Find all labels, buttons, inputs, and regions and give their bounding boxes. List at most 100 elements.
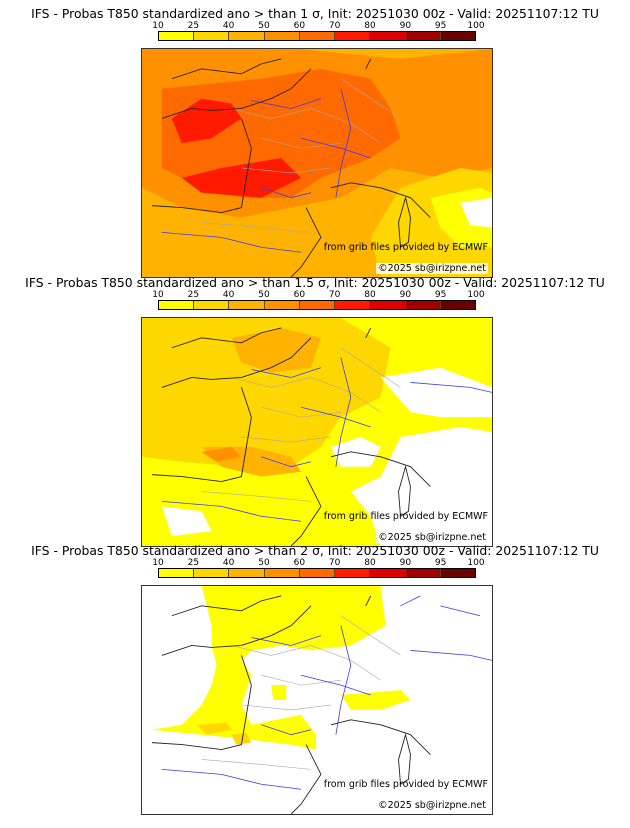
source-credit: from grib files provided by ECMWF <box>323 779 488 790</box>
field-60 <box>161 68 401 198</box>
colorbar-ticks: 10 25 40 50 60 70 80 90 95 100 <box>152 21 484 32</box>
probability-map[interactable]: from grib files provided by ECMWF ©2025 … <box>141 317 493 547</box>
rivers <box>161 357 492 522</box>
colorbar-segment <box>440 569 475 577</box>
map-sigma-1 <box>142 49 492 277</box>
map-sigma-1-5 <box>142 318 492 546</box>
colorbar-segment <box>229 301 265 309</box>
colorbar-segment <box>194 32 230 40</box>
colorbar-tick-label: 95 <box>434 558 447 568</box>
copyright: ©2025 sb@irizpne.net <box>376 532 488 543</box>
colorbar-tick-label: 40 <box>222 290 235 300</box>
colorbar-tick-label: 50 <box>258 290 270 300</box>
probability-map[interactable]: from grib files provided by ECMWF ©2025 … <box>141 585 493 815</box>
colorbar-tick-label: 100 <box>467 558 485 568</box>
colorbar-tick-label: 60 <box>293 558 306 568</box>
colorbar-tick-label: 60 <box>293 21 306 31</box>
map-sigma-2 <box>142 586 492 814</box>
colorbar-tick-label: 70 <box>328 558 341 568</box>
colorbar-tick-label: 80 <box>364 558 376 568</box>
copyright: ©2025 sb@irizpne.net <box>376 800 488 811</box>
colorbar-segment <box>335 569 371 577</box>
colorbar-ticks: 10 25 40 50 60 70 80 90 95 100 <box>152 290 484 301</box>
rivers <box>161 88 371 253</box>
colorbar-segment <box>264 32 300 40</box>
colorbar-segment <box>159 301 195 309</box>
field-10 <box>151 586 386 750</box>
colorbar-ticks: 10 25 40 50 60 70 80 90 95 100 <box>152 558 484 569</box>
probability-map[interactable]: from grib files provided by ECMWF ©2025 … <box>141 48 493 278</box>
admin-borders <box>201 78 401 233</box>
colorbar-segment <box>229 32 265 40</box>
colorbar-tick-label: 70 <box>328 21 341 31</box>
colorbar-segment <box>299 32 336 40</box>
panel-title: IFS - Probas T850 standardized ano > tha… <box>31 543 599 558</box>
colorbar <box>158 568 476 578</box>
colorbar-tick-label: 10 <box>152 21 164 31</box>
colorbar-segment <box>194 301 230 309</box>
colorbar-segment <box>370 301 406 309</box>
coastlines <box>151 327 431 546</box>
colorbar-segment <box>159 32 195 40</box>
colorbar-segment <box>229 569 265 577</box>
colorbar-tick-label: 90 <box>399 21 412 31</box>
colorbar-segment <box>405 569 441 577</box>
field-25 <box>196 722 252 745</box>
colorbar-tick-label: 50 <box>258 558 270 568</box>
colorbar-segment <box>370 569 406 577</box>
field-50 <box>201 446 242 462</box>
colorbar-tick-label: 95 <box>434 290 447 300</box>
field-below-10 <box>460 197 492 228</box>
field-70 <box>171 98 302 198</box>
panel-sigma-2: IFS - Probas T850 standardized ano > tha… <box>0 543 630 818</box>
field-below-10-spain <box>161 506 212 537</box>
colorbar-segment <box>440 32 475 40</box>
colorbar-tick-label: 60 <box>293 290 306 300</box>
source-credit: from grib files provided by ECMWF <box>323 511 488 522</box>
panel-sigma-1-5: IFS - Probas T850 standardized ano > tha… <box>0 275 630 547</box>
field-below-10-med <box>350 427 492 546</box>
colorbar-segment <box>335 32 371 40</box>
colorbar-tick-label: 95 <box>434 21 447 31</box>
field-below-10-north <box>380 367 492 418</box>
colorbar-segment <box>370 32 406 40</box>
field-25 <box>142 318 391 467</box>
copyright: ©2025 sb@irizpne.net <box>376 263 488 274</box>
panel-title: IFS - Probas T850 standardized ano > tha… <box>25 275 605 290</box>
colorbar <box>158 300 476 310</box>
colorbar-tick-label: 40 <box>222 21 235 31</box>
colorbar-segment <box>299 569 336 577</box>
colorbar-tick-label: 90 <box>399 290 412 300</box>
admin-borders <box>201 347 401 502</box>
colorbar-tick-label: 25 <box>187 21 200 31</box>
colorbar-segment <box>159 569 195 577</box>
colorbar-tick-label: 90 <box>399 558 412 568</box>
colorbar-segment <box>335 301 371 309</box>
colorbar-segment <box>194 569 230 577</box>
colorbar-segment <box>440 301 475 309</box>
colorbar-segment <box>405 301 441 309</box>
colorbar-segment <box>405 32 441 40</box>
colorbar-tick-label: 40 <box>222 558 235 568</box>
field-10-patches <box>271 685 411 710</box>
colorbar-segment <box>264 569 300 577</box>
rivers <box>161 595 492 790</box>
colorbar-tick-label: 100 <box>467 290 485 300</box>
panel-title: IFS - Probas T850 standardized ano > tha… <box>31 6 599 21</box>
colorbar-tick-label: 10 <box>152 290 164 300</box>
coastlines <box>151 595 431 814</box>
colorbar-tick-label: 80 <box>364 290 376 300</box>
source-credit: from grib files provided by ECMWF <box>323 242 488 253</box>
colorbar-tick-label: 25 <box>187 558 200 568</box>
colorbar-segment <box>299 301 336 309</box>
admin-borders <box>201 615 401 770</box>
coastlines <box>151 58 431 277</box>
panel-sigma-1: IFS - Probas T850 standardized ano > tha… <box>0 6 630 278</box>
colorbar <box>158 31 476 41</box>
colorbar-tick-label: 100 <box>467 21 485 31</box>
colorbar-tick-label: 70 <box>328 290 341 300</box>
colorbar-tick-label: 10 <box>152 558 164 568</box>
field-40 <box>201 327 321 477</box>
colorbar-segment <box>264 301 300 309</box>
colorbar-tick-label: 80 <box>364 21 376 31</box>
